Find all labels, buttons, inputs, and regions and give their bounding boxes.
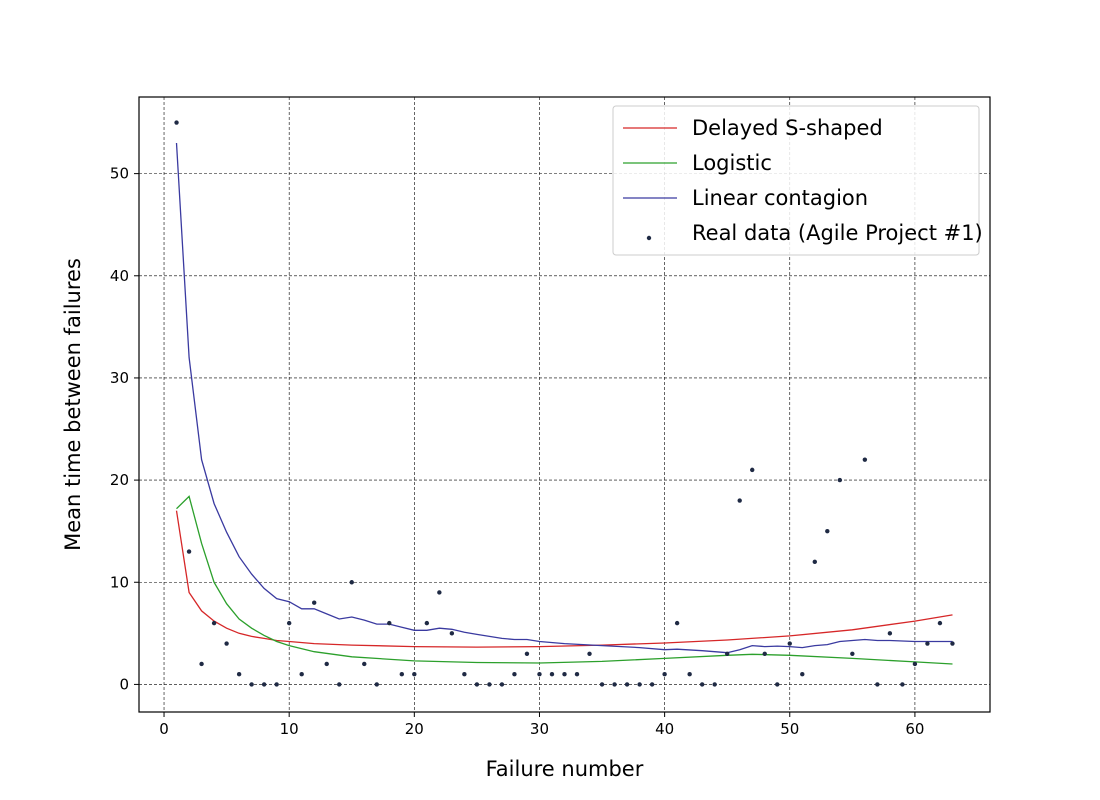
data-point [274,682,279,687]
data-point [762,651,767,656]
data-point [462,672,467,677]
data-point [624,682,630,687]
y-tick-label: 50 [110,165,129,183]
data-point [775,682,780,687]
y-axis-title: Mean time between failures [61,258,85,551]
data-point [562,672,567,677]
data-point [599,682,605,687]
data-point [687,672,692,677]
data-point [449,631,455,636]
series-layer [174,120,955,687]
data-point [837,477,843,483]
data-point [549,672,555,677]
legend-swatch-real-data-agile-project-1 [646,235,652,241]
legend-label-delayed-s-shaped: Delayed S-shaped [692,116,883,140]
data-point [787,641,792,646]
data-point [750,467,755,473]
legend-label-linear-contagion: Linear contagion [692,186,868,210]
data-point [437,590,442,595]
y-tick-label: 20 [110,471,129,489]
plot-frame [138,96,991,713]
data-point [211,620,217,626]
data-point [512,672,517,677]
linear-contagion-line [175,142,953,654]
data-point [800,672,805,677]
data-point [862,457,868,462]
data-point [299,672,304,677]
x-axis-title: Failure number [486,757,644,781]
x-tick-label: 0 [159,720,169,738]
data-point [825,528,830,534]
data-point [424,620,430,626]
x-tick-label: 30 [530,720,549,738]
data-point [224,641,229,646]
data-point [174,120,179,125]
data-point [724,651,730,656]
data-point [900,682,905,687]
legend-box [612,105,980,256]
data-point [349,580,354,585]
data-point [524,651,530,656]
y-tick-label: 10 [110,573,129,591]
data-point [412,672,417,677]
delayed-s-shaped-line [175,510,953,648]
data-point [637,682,642,687]
x-tick-label: 20 [405,720,424,738]
data-point [186,549,192,554]
data-point [387,620,392,626]
data-point [937,620,943,626]
data-point [887,631,893,636]
y-tick-label: 30 [110,369,129,387]
data-point [312,600,317,605]
x-tick-label: 10 [280,720,299,738]
data-point [737,498,742,503]
data-point [399,672,405,677]
data-point [362,661,367,667]
data-point [537,672,542,677]
tick-layer: 0 10 20 30 40 50 60 0 10 20 30 40 50 [110,165,925,738]
data-point [587,651,592,656]
y-tick-label: 0 [119,675,129,693]
data-point [236,672,242,677]
data-point [875,682,880,687]
data-point [812,559,817,565]
data-point [261,682,267,687]
data-point [712,682,717,687]
data-point [612,682,617,687]
data-point [374,682,379,687]
data-point [950,641,955,646]
data-point [249,682,254,687]
x-tick-label: 50 [780,720,799,738]
data-point [499,682,505,687]
legend: Delayed S-shaped Logistic Linear contagion… [612,105,983,256]
legend-label-real-data-agile-project-1: Real data (Agile Project #1) [692,221,983,245]
data-point [662,672,667,677]
data-point [337,682,342,687]
y-tick-label: 40 [110,267,129,285]
data-point [699,682,705,687]
data-point [649,682,655,687]
data-point [286,620,292,626]
data-point [574,672,580,677]
data-point [850,651,855,656]
data-point [925,641,930,646]
data-point [674,620,680,626]
x-tick-label: 40 [655,720,674,738]
data-point [912,661,918,667]
data-point [199,661,204,667]
data-point [474,682,480,687]
grid [139,97,990,712]
data-point [324,661,329,667]
data-point [487,682,492,687]
legend-label-logistic: Logistic [692,151,772,175]
x-tick-label: 60 [905,720,924,738]
